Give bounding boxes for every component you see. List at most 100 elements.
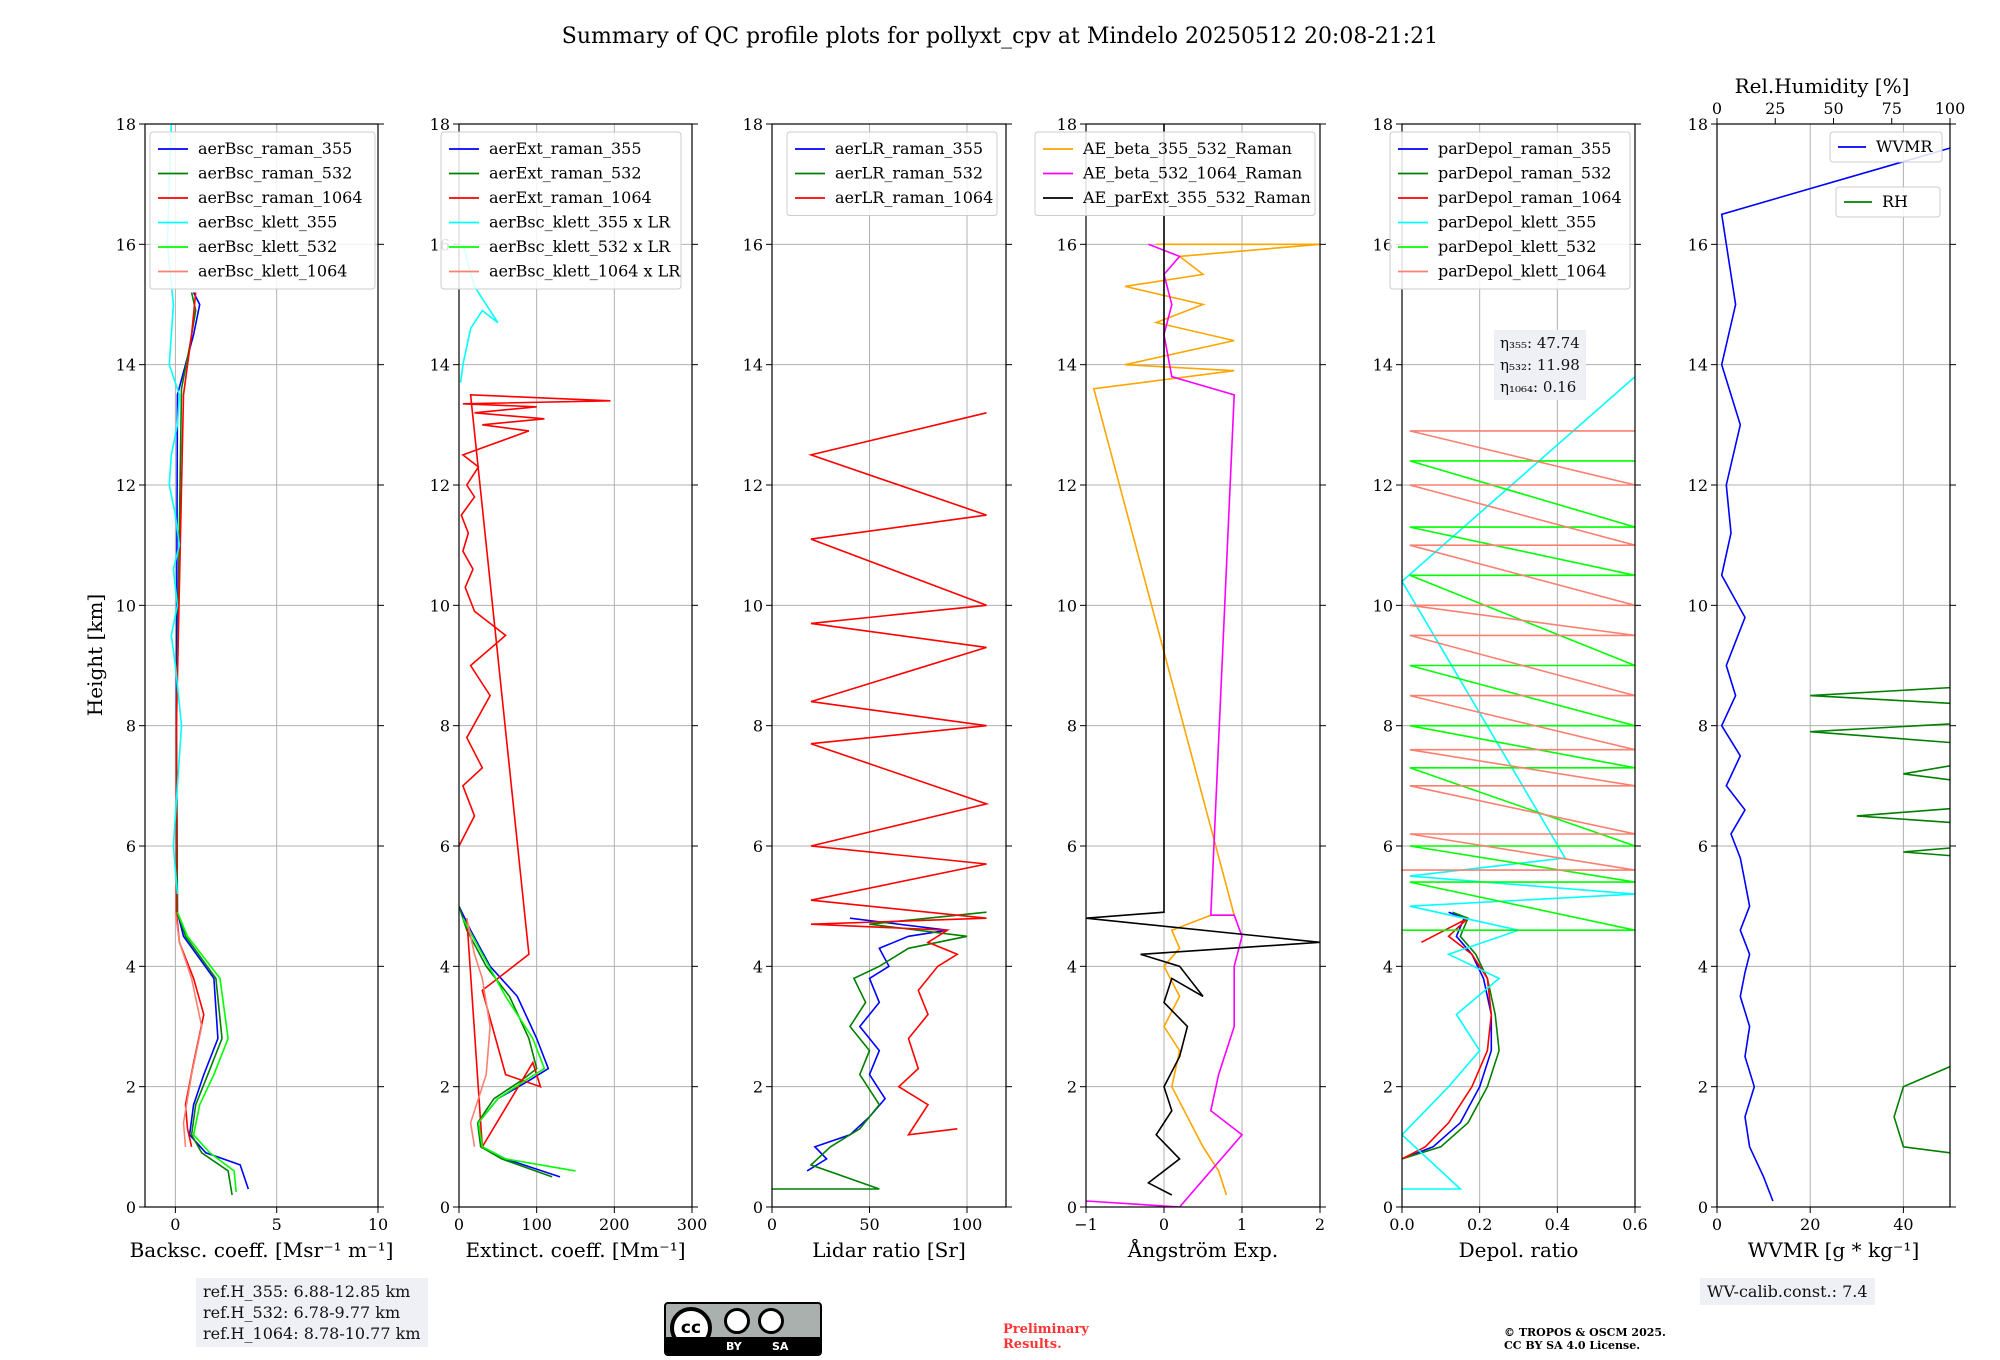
xtick-label-0: 0.0 (1389, 1215, 1414, 1234)
xtick-label-2: 100 (952, 1215, 983, 1234)
ytick-label-6: 12 (1688, 476, 1708, 495)
xtick-label-1: 5 (272, 1215, 282, 1234)
legend-label-aerLR_raman_532: aerLR_raman_532 (835, 164, 983, 183)
legend-ae: AE_beta_355_532_Raman AE_beta_532_1064_Ra… (1034, 131, 1316, 216)
ytick-label-1: 2 (1698, 1078, 1708, 1097)
ref-height-532: ref.H_532: 6.78-9.77 km (203, 1303, 401, 1322)
xtick-label-2: 0.4 (1545, 1215, 1570, 1234)
legend-label-WVMR: WVMR (1876, 137, 1933, 156)
ytick-label-2: 4 (753, 957, 763, 976)
eta-box: η₃₅₅: 47.74 η₅₃₂: 11.98 η₁₀₆₄: 0.16 (1494, 330, 1586, 400)
legend-label-aerBsc_klett_355: aerBsc_klett_355 (198, 213, 337, 232)
series-line-aerBsc_klett_355 (166, 124, 183, 895)
ytick-label-3: 6 (1067, 837, 1077, 856)
ytick-label-2: 4 (126, 957, 136, 976)
ytick-label-4: 8 (753, 717, 763, 736)
cc-license-badge: cc BY SA (664, 1302, 822, 1356)
panel-wv: 0 20 40 0 2 4 6 8 10 12 14 16 18 WVMR [g * kg⁻¹] 0 25 50… (1688, 99, 1966, 1262)
copyright-line-2: CC BY SA 4.0 License. (1504, 1339, 1641, 1352)
legend-label-aerBsc_raman_532: aerBsc_raman_532 (198, 164, 352, 183)
copyright-note: © TROPOS & OSCM 2025. CC BY SA 4.0 Licen… (1504, 1326, 1666, 1352)
top-xtick-label-1: 25 (1765, 99, 1785, 118)
legend-label-aerExt_raman_355: aerExt_raman_355 (489, 139, 642, 158)
xlabel-bsc: Backsc. coeff. [Msr⁻¹ m⁻¹] (130, 1238, 394, 1262)
series-line-AE_parExt_355_532_Raman (1086, 124, 1320, 1196)
series-line-WVMR (1720, 147, 1950, 1202)
series-line-parDepol_klett_1064 (1402, 430, 1635, 871)
ytick-label-2: 4 (1067, 957, 1077, 976)
ytick-label-8: 16 (743, 235, 763, 254)
ytick-label-1: 2 (1067, 1078, 1077, 1097)
xlabel-wv: WVMR [g * kg⁻¹] (1748, 1238, 1920, 1262)
legend-label-aerBsc_raman_1064: aerBsc_raman_1064 (198, 188, 363, 207)
series-line-aerExt_raman_532 (459, 905, 553, 1178)
copyright-line-1: © TROPOS & OSCM 2025. (1504, 1326, 1666, 1339)
ytick-label-5: 10 (116, 596, 136, 615)
xlabel-lr: Lidar ratio [Sr] (812, 1238, 966, 1262)
legend-label-aerLR_raman_355: aerLR_raman_355 (835, 139, 983, 158)
legend-label-aerBsc_klett_1064 x LR: aerBsc_klett_1064 x LR (489, 262, 681, 281)
legend-label-aerBsc_klett_532 x LR: aerBsc_klett_532 x LR (489, 237, 671, 256)
ytick-label-4: 8 (1698, 717, 1708, 736)
legend-label-aerBsc_raman_355: aerBsc_raman_355 (198, 139, 352, 158)
series-line-aerLR_raman_1064 (808, 412, 990, 1136)
legend-label-AE_beta_532_1064_Raman: AE_beta_532_1064_Raman (1082, 164, 1302, 183)
legend-label-AE_parExt_355_532_Raman: AE_parExt_355_532_Raman (1082, 188, 1311, 207)
xtick-label-2: 10 (368, 1215, 388, 1234)
ref-heights-box: ref.H_355: 6.88-12.85 km ref.H_532: 6.78… (196, 1278, 428, 1347)
ytick-label-6: 12 (430, 476, 450, 495)
legend-box-0 (1829, 131, 1943, 163)
preliminary-line-1: Preliminary (1003, 1322, 1089, 1337)
ytick-label-0: 0 (1698, 1198, 1708, 1217)
xtick-label-0: 0 (170, 1215, 180, 1234)
ytick-label-7: 14 (116, 356, 136, 375)
xtick-label-2: 1 (1237, 1215, 1247, 1234)
legend-label-aerExt_raman_532: aerExt_raman_532 (489, 164, 642, 183)
series-line-parDepol_klett_532 (1402, 460, 1635, 932)
ytick-label-0: 0 (126, 1198, 136, 1217)
xtick-label-0: 0 (1712, 1215, 1722, 1234)
by-person-icon (724, 1308, 750, 1334)
ytick-label-7: 14 (1373, 356, 1393, 375)
cc-by-label: BY (726, 1340, 742, 1353)
ytick-label-6: 12 (1057, 476, 1077, 495)
series-line-parDepol_raman_532 (1402, 911, 1500, 1160)
series-line-RH (1810, 686, 1950, 1154)
ytick-label-5: 10 (743, 596, 763, 615)
ytick-label-0: 0 (753, 1198, 763, 1217)
ytick-label-2: 4 (440, 957, 450, 976)
series-line-AE_beta_355_532_Raman (1092, 243, 1320, 1196)
legend-box (149, 131, 376, 290)
xtick-label-1: 0 (1159, 1215, 1169, 1234)
preliminary-results-note: Preliminary Results. (1003, 1322, 1089, 1352)
ytick-label-9: 18 (430, 115, 450, 134)
ytick-label-6: 12 (743, 476, 763, 495)
series-line-aerBsc_klett_532 x LR (462, 917, 576, 1172)
legend-label-parDepol_klett_532: parDepol_klett_532 (1438, 237, 1596, 256)
legend-label-parDepol_raman_532: parDepol_raman_532 (1438, 164, 1611, 183)
legend-bsc: aerBsc_raman_355 aerBsc_raman_532 aerBsc_r… (149, 131, 376, 290)
ytick-label-7: 14 (430, 356, 450, 375)
panel-depol: 0.0 0.2 0.4 0.6 0 2 4 6 8 10 12 14 16 18 Depol. ratio p… (1373, 115, 1648, 1262)
ref-height-355: ref.H_355: 6.88-12.85 km (203, 1282, 411, 1301)
legend-label-aerBsc_klett_1064: aerBsc_klett_1064 (198, 262, 347, 281)
ytick-label-1: 2 (440, 1078, 450, 1097)
xlabel-ae: Ångström Exp. (1127, 1237, 1278, 1262)
legend-wv: WVMR RH (1829, 131, 1943, 218)
ref-height-1064: ref.H_1064: 8.78-10.77 km (203, 1324, 421, 1343)
legend-box (1034, 131, 1316, 216)
ytick-label-2: 4 (1383, 957, 1393, 976)
ylabel-height: Height [km] (83, 594, 107, 716)
ytick-label-8: 16 (1688, 235, 1708, 254)
series-line-aerBsc_raman_532 (175, 292, 233, 1196)
xtick-label-1: 0.2 (1467, 1215, 1492, 1234)
eta-1064: η₁₀₆₄: 0.16 (1500, 378, 1577, 396)
legend-box (786, 131, 998, 216)
ytick-label-5: 10 (1373, 596, 1393, 615)
xtick-label-3: 300 (677, 1215, 708, 1234)
series-line-aerBsc_klett_532 (176, 911, 237, 1193)
ytick-label-4: 8 (1067, 717, 1077, 736)
ytick-label-3: 6 (126, 837, 136, 856)
